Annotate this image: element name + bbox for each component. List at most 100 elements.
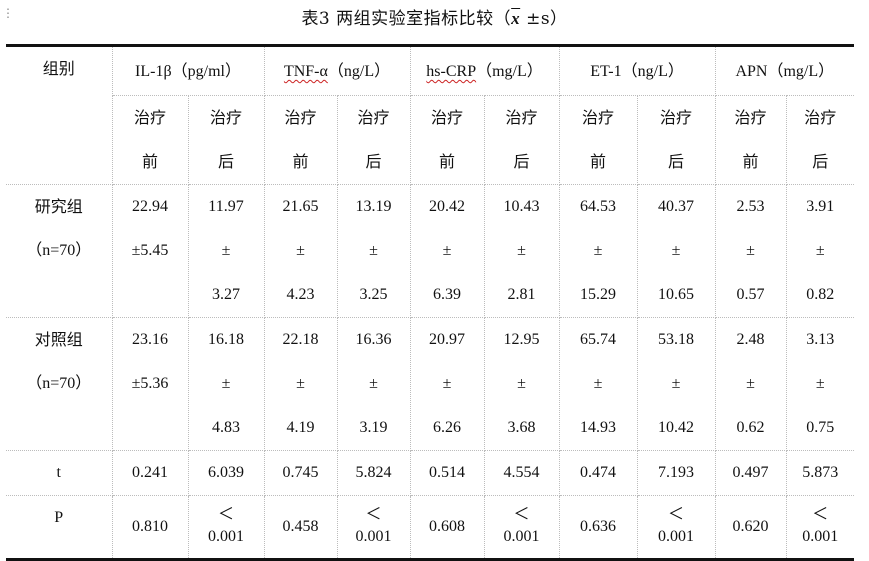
header-row-indicators: 组别 IL-1β（pg/ml） TNF-α（ng/L） hs-CRP（mg/L） ET-… (6, 44, 855, 185)
value-line: 2.53 (736, 198, 765, 215)
p-value: 0.620 (732, 518, 769, 535)
value-line: ± (746, 375, 755, 392)
value-cell: 13.19 ±3.25 (336, 184, 411, 318)
p-less-than: ＜ (365, 506, 382, 523)
p-value-cell: ＜ 0.001 (785, 495, 855, 561)
group-name: 对照组 (34, 330, 83, 349)
t-statistic-row: t 0.241 6.039 0.745 5.824 0.514 4.554 0.474 7.19… (6, 450, 855, 496)
timepoint-line: 治疗 (734, 108, 767, 127)
value-line: ± (296, 242, 305, 259)
value-line: ± (517, 375, 526, 392)
value-line: 20.97 (429, 331, 466, 348)
p-label: P (54, 509, 64, 526)
value-line: 11.97 (208, 198, 244, 215)
timepoint-line: 治疗 (210, 108, 243, 127)
value-cell: 64.53 ±15.29 (558, 184, 638, 318)
value-line: 3.27 (212, 286, 240, 303)
value-line: ± (442, 242, 452, 259)
value-cell: 11.97 ±3.27 (187, 184, 265, 318)
caption-prefix: 表3 两组实验室指标比较（ (301, 9, 512, 29)
t-value-cell: 7.193 (636, 450, 716, 496)
value-line: 0.75 (806, 419, 835, 436)
value-line: 4.19 (286, 419, 315, 436)
before-treatment-header: 治疗前 (111, 95, 189, 185)
value-line (113, 273, 188, 317)
value-line: ± (593, 242, 603, 259)
t-value: 6.039 (208, 464, 244, 481)
value-line: ±5.45 (131, 242, 169, 259)
group-header-label: 组别 (42, 59, 75, 78)
value-line: 10.43 (503, 198, 540, 215)
value-line: 10.42 (658, 419, 695, 436)
p-less-than: ＜ (812, 506, 829, 523)
value-line: ± (593, 375, 603, 392)
value-line: 3.13 (806, 331, 835, 348)
p-value: 0.810 (132, 518, 168, 535)
indicator-name: IL-1β (135, 63, 172, 80)
t-value-cell: 5.873 (785, 450, 855, 496)
timepoint-line: 治疗 (804, 108, 837, 127)
indicator-unit: （ng/L） (621, 63, 684, 80)
value-line: ± (815, 242, 825, 259)
group-header-cell: 组别 (6, 44, 113, 185)
value-cell: 22.94 ±5.45 (111, 184, 189, 318)
t-label: t (56, 464, 61, 481)
timepoint-line: 后 (218, 152, 235, 171)
t-value-cell: 0.474 (558, 450, 638, 496)
value-line: 53.18 (658, 331, 695, 348)
value-line: ± (746, 242, 755, 259)
value-cell: 22.18 ±4.19 (263, 317, 338, 451)
value-line: ± (221, 242, 231, 259)
p-value: 0.458 (282, 518, 319, 535)
indicator-header: ET-1（ng/L） (558, 44, 716, 96)
before-treatment-header: 治疗前 (263, 95, 338, 185)
timepoint-line: 治疗 (582, 108, 615, 127)
value-line: 12.95 (503, 331, 540, 348)
p-value: 0.001 (503, 528, 540, 545)
timepoint-line: 治疗 (505, 108, 538, 127)
p-value-cell: 0.810 (111, 495, 189, 561)
t-value: 0.241 (132, 464, 168, 481)
indicator-name: APN (735, 63, 768, 80)
indicator-unit: （ng/L） (327, 63, 391, 80)
value-line: 4.83 (212, 419, 240, 436)
value-line: ± (671, 242, 681, 259)
value-line: 0.62 (736, 419, 765, 436)
results-table: 组别 IL-1β（pg/ml） TNF-α（ng/L） hs-CRP（mg/L） ET-… (6, 44, 855, 561)
after-treatment-header: 治疗后 (483, 95, 560, 185)
p-value-cell: ＜ 0.001 (336, 495, 411, 561)
t-value: 0.514 (429, 464, 466, 481)
value-line: ± (815, 375, 825, 392)
timepoint-line: 前 (141, 152, 158, 171)
timepoint-line: 治疗 (357, 108, 390, 127)
before-treatment-header: 治疗前 (714, 95, 787, 185)
value-cell: 20.42 ±6.39 (409, 184, 485, 318)
p-value-cell: 0.608 (409, 495, 485, 561)
after-treatment-header: 治疗后 (187, 95, 265, 185)
timepoint-line: 前 (439, 152, 456, 171)
table-row: 研究组 （n=70） 22.94 ±5.45 11.97 ±3.27 21.65 ±4.23 1… (6, 184, 855, 318)
timepoint-line: 治疗 (133, 108, 166, 127)
value-line: 22.94 (132, 198, 168, 215)
p-value-cell: 0.458 (263, 495, 338, 561)
p-label-cell: P (6, 495, 113, 561)
t-value-cell: 0.497 (714, 450, 787, 496)
timepoint-line: 后 (812, 152, 829, 171)
value-cell: 23.16 ±5.36 (111, 317, 189, 451)
group-name-cell: 研究组 （n=70） (6, 184, 113, 318)
header-row-timepoints: 治疗前治疗后治疗前治疗后治疗前治疗后治疗前治疗后治疗前治疗后 (6, 95, 855, 185)
p-value: 0.608 (429, 518, 466, 535)
value-line: 13.19 (355, 198, 392, 215)
value-line: 3.19 (359, 419, 388, 436)
before-treatment-header: 治疗前 (558, 95, 638, 185)
t-label-cell: t (6, 450, 113, 496)
t-value-cell: 0.241 (111, 450, 189, 496)
value-line: ± (369, 242, 378, 259)
indicator-header: IL-1β（pg/ml） (111, 44, 265, 96)
indicator-name: ET-1 (590, 63, 622, 80)
value-line: 4.23 (286, 286, 315, 303)
p-value-cell: ＜ 0.001 (187, 495, 265, 561)
timepoint-line: 前 (742, 152, 759, 171)
value-line (113, 406, 188, 450)
value-cell: 10.43 ±2.81 (483, 184, 560, 318)
